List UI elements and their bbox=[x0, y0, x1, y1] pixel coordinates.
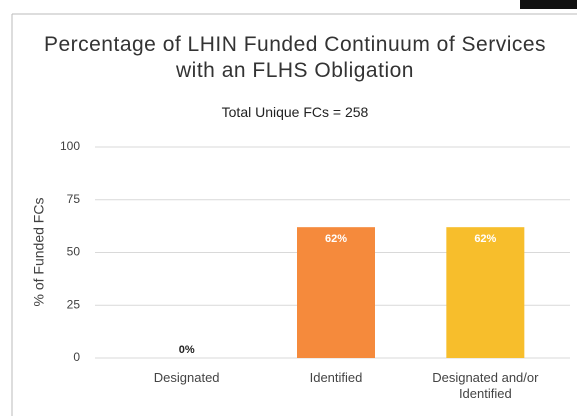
x-tick-label: Designated and/or Identified bbox=[432, 370, 539, 401]
y-tick-label: 0 bbox=[73, 350, 80, 364]
y-tick-label: 100 bbox=[60, 139, 80, 153]
y-tick-label: 75 bbox=[67, 192, 81, 206]
bar bbox=[446, 227, 525, 358]
cropped-heading bbox=[520, 0, 577, 9]
value-label: 0% bbox=[179, 344, 195, 356]
value-label: 62% bbox=[325, 233, 347, 245]
chart-title: Percentage of LHIN Funded Continuum of S… bbox=[43, 33, 547, 82]
value-label: 62% bbox=[474, 233, 496, 245]
bar bbox=[297, 227, 375, 358]
y-tick-label: 50 bbox=[67, 245, 81, 259]
x-tick-label: Identified bbox=[309, 370, 363, 385]
chart-subtitle: Total Unique FCs = 258 bbox=[221, 104, 369, 120]
y-tick-label: 25 bbox=[67, 297, 81, 311]
y-axis-label: % of Funded FCs bbox=[31, 198, 47, 307]
x-tick-label: Designated bbox=[153, 370, 220, 385]
